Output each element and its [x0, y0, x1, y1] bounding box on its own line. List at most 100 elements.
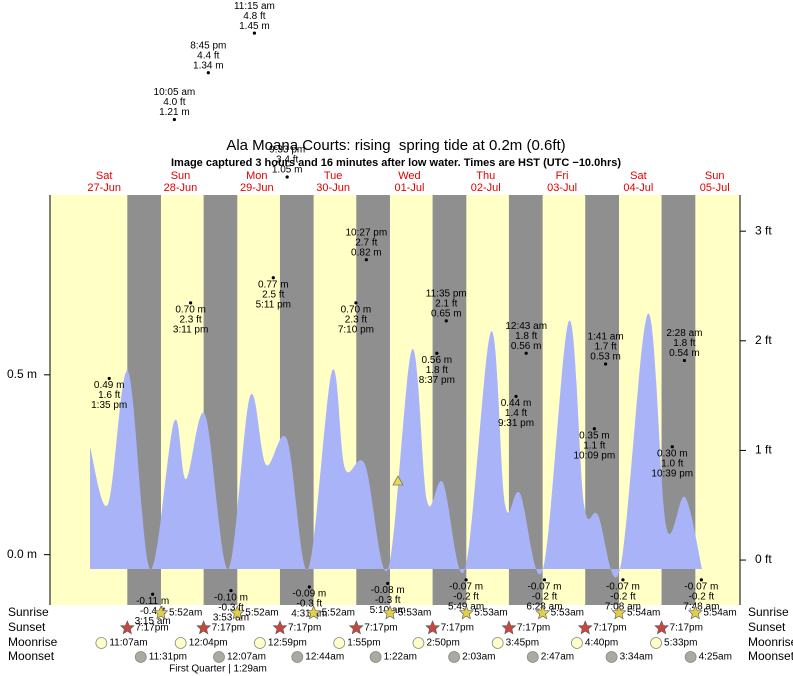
extreme-label: 1.45 m — [239, 21, 270, 32]
day-name: Wed — [398, 170, 420, 182]
moonrise-time: 4:40pm — [585, 638, 618, 649]
sunrise-time: 5:53am — [551, 608, 584, 619]
moonset-icon — [369, 651, 382, 663]
day-name: Thu — [476, 170, 495, 182]
extreme-dot — [682, 358, 687, 363]
sunset-time: 7:17pm — [517, 623, 550, 634]
extreme-dot — [271, 276, 275, 280]
extreme-label: 0.30 m — [657, 448, 688, 459]
sunset-time: 7:17pm — [441, 623, 474, 634]
extreme-label: 10:09 pm — [574, 450, 616, 461]
moonset-time: 11:31pm — [149, 652, 187, 663]
row-label: Moonrise — [748, 635, 793, 649]
extreme-label: -0.2 ft — [689, 591, 715, 602]
day-date: 04-Jul — [623, 182, 653, 194]
sunrise-time: 5:53am — [474, 608, 507, 619]
moonset-time: 12:07am — [227, 652, 266, 663]
extreme-label: 9:33 pm — [269, 145, 305, 156]
extreme-dot — [435, 351, 439, 355]
row-label: Moonset — [8, 649, 55, 663]
sunset-time: 7:17pm — [288, 623, 321, 634]
extreme-dot — [621, 578, 625, 582]
current-level-marker — [392, 475, 404, 486]
extreme-label: 3:53 am — [213, 612, 249, 623]
day-date: 29-Jun — [240, 182, 274, 194]
extreme-label: 0.54 m — [669, 348, 700, 359]
sunrise-time: 5:52am — [245, 608, 278, 619]
moonset-icon — [684, 651, 697, 663]
extreme-label: 1:35 pm — [91, 400, 127, 411]
extreme-dot — [444, 319, 448, 323]
extreme-label: 4.8 ft — [243, 11, 265, 22]
extreme-label: 1.1 ft — [583, 440, 605, 451]
moonset-icon — [605, 651, 618, 663]
extreme-dot — [107, 376, 111, 381]
tide-area — [90, 313, 702, 578]
sunset-icon — [348, 620, 364, 635]
y2-tick-label: 3 ft — [755, 223, 772, 237]
extreme-dot — [603, 362, 608, 366]
extreme-label: 2.3 ft — [179, 315, 201, 326]
extreme-label: -0.4 ft — [140, 606, 166, 617]
chart-title: Ala Moana Courts: rising spring tide at … — [226, 137, 565, 154]
sunrise-icon — [382, 605, 398, 620]
extreme-label: 0.44 m — [501, 398, 532, 409]
row-label: Moonrise — [8, 635, 58, 649]
extreme-dot — [592, 427, 596, 431]
extreme-label: 2.1 ft — [435, 299, 457, 310]
y2-tick-label: 2 ft — [755, 333, 772, 347]
moonset-icon — [134, 651, 147, 663]
sunrise-icon — [229, 605, 245, 620]
extreme-label: 11:35 pm — [426, 289, 467, 300]
extreme-label: 0.56 m — [511, 341, 542, 352]
extreme-dot — [229, 589, 233, 593]
moonrise-icon — [491, 637, 504, 649]
moonrise-icon — [333, 637, 346, 649]
day-name: Sat — [96, 170, 113, 182]
moonrise-time: 12:59pm — [268, 638, 307, 649]
extreme-label: -0.2 ft — [610, 591, 636, 602]
row-label: Sunrise — [748, 605, 789, 619]
moonrise-icon — [95, 637, 108, 649]
extreme-label: 0.65 m — [431, 309, 462, 320]
day-name: Sun — [171, 170, 191, 182]
extreme-label: 10:39 pm — [651, 468, 693, 479]
extreme-label: 7:08 am — [605, 601, 641, 612]
moonset-time: 2:47am — [541, 652, 574, 663]
moonset-icon — [213, 651, 225, 663]
extreme-label: -0.07 m — [528, 581, 562, 592]
extreme-label: -0.11 m — [136, 596, 169, 607]
extreme-label: 0.49 m — [94, 380, 125, 391]
extreme-label: 5:11 pm — [256, 299, 291, 310]
sunrise-time: 5:54am — [703, 608, 736, 619]
extreme-dot — [151, 592, 155, 596]
extreme-label: 4:31 am — [291, 609, 327, 620]
day-date: 30-Jun — [316, 182, 350, 194]
extreme-label: -0.07 m — [449, 581, 483, 592]
sunset-icon — [119, 620, 135, 635]
extreme-dot — [699, 578, 703, 582]
extreme-dot — [252, 31, 257, 35]
sunset-time: 7:17pm — [670, 623, 703, 634]
moonset-icon — [291, 651, 304, 663]
y-tick-label: 0.5 m — [7, 367, 37, 381]
moonrise-icon — [571, 637, 583, 649]
extreme-label: -0.3 ft — [375, 595, 401, 606]
moonset-time: 2:03am — [462, 652, 495, 663]
moonrise-time: 12:04pm — [189, 638, 228, 649]
day-date: 27-Jun — [87, 182, 121, 194]
moonset-time: 3:34am — [620, 652, 653, 663]
extreme-label: 1.6 ft — [98, 390, 120, 401]
extreme-dot — [285, 175, 289, 179]
extreme-dot — [464, 578, 468, 582]
moonrise-time: 3:45pm — [506, 638, 539, 649]
moonrise-icon — [174, 637, 187, 649]
sunrise-icon — [153, 605, 169, 620]
row-label: Sunrise — [8, 605, 49, 619]
day-date: 05-Jul — [700, 182, 730, 194]
extreme-label: 7:10 pm — [338, 325, 374, 336]
row-label: Moonset — [748, 649, 793, 663]
extreme-label: 7:48 am — [683, 601, 719, 612]
extreme-label: 11:15 am — [234, 1, 275, 12]
extreme-label: 8:45 pm — [190, 40, 226, 51]
